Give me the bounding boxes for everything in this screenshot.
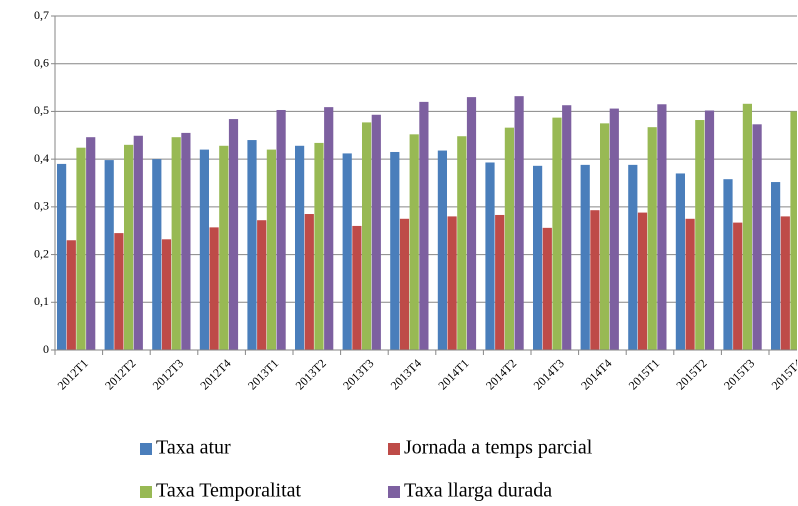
x-tick-label: 2014T3: [531, 356, 567, 392]
legend-swatch: [140, 443, 152, 455]
y-tick-label: 0,4: [34, 151, 49, 165]
bar: [228, 119, 239, 350]
bar: [552, 117, 562, 350]
bar: [314, 142, 324, 350]
plot-area: 2012T1 2012T2 2012T3 2012T4 2013T1 2013T2 2013…: [54, 15, 798, 392]
bar: [752, 124, 762, 350]
x-tick-label: 2012T1: [55, 356, 91, 392]
bar: [609, 108, 619, 351]
x-tick-label: 2012T2: [102, 356, 138, 392]
x-tick-label: 2013T2: [293, 356, 329, 392]
bar: [419, 101, 429, 350]
bar: [114, 233, 124, 350]
legend-label: Taxa Temporalitat: [156, 480, 302, 502]
bar: [647, 127, 657, 350]
bar: [733, 222, 743, 350]
legend-label: Jornada a temps parcial: [404, 437, 593, 459]
legend-swatch: [388, 486, 400, 498]
legend-label: Taxa atur: [156, 437, 231, 459]
bar: [295, 145, 305, 350]
y-tick-label: 0,7: [34, 8, 49, 22]
y-tick-label: 0,3: [34, 199, 49, 213]
bar: [628, 164, 638, 350]
bar: [457, 136, 467, 350]
bar: [675, 173, 685, 350]
x-tick-label: 2013T1: [245, 356, 281, 392]
bar: [124, 144, 134, 350]
y-tick-label: 0,2: [34, 246, 49, 260]
bar: [390, 151, 400, 350]
legend-swatch: [140, 486, 152, 498]
x-tick-label: 2015T4: [769, 356, 798, 392]
bar: [276, 109, 286, 350]
bar: [437, 150, 447, 350]
bar: [266, 149, 276, 350]
bar: [171, 137, 181, 350]
bar: [247, 140, 257, 350]
bar: [199, 149, 209, 350]
bar: [342, 153, 352, 350]
bar: [447, 216, 457, 350]
bar: [257, 220, 267, 350]
bar: [104, 160, 114, 350]
bar: [704, 110, 715, 350]
y-tick-label: 0: [43, 342, 49, 356]
x-tick-label: 2014T2: [483, 356, 519, 392]
x-tick-label: 2013T4: [388, 356, 424, 392]
bar: [695, 120, 705, 350]
x-tick-label: 2014T4: [578, 356, 614, 392]
y-tick-label: 0,5: [34, 103, 49, 117]
x-tick-label: 2014T1: [435, 356, 471, 392]
bar: [580, 164, 590, 350]
bar: [590, 210, 600, 350]
bar: [542, 227, 552, 350]
bar: [133, 135, 143, 350]
bar: [209, 227, 219, 350]
bar: [600, 123, 610, 350]
legend-label: Taxa llarga durada: [404, 480, 552, 502]
bar: [723, 179, 733, 350]
bar: [657, 104, 667, 351]
bar: [685, 218, 695, 350]
bar: [304, 214, 314, 350]
x-tick-label: 2013T3: [340, 356, 376, 392]
bar: [161, 239, 172, 350]
bar: [57, 163, 67, 350]
x-tick-label: 2015T2: [673, 356, 709, 392]
bar: [76, 147, 86, 350]
bar: [514, 96, 524, 350]
legend-swatch: [388, 443, 400, 455]
bar: [466, 97, 477, 350]
x-tick-label: 2012T3: [150, 356, 186, 392]
bar: [562, 105, 572, 351]
y-tick-label: 0,6: [34, 55, 49, 69]
x-tick-label: 2015T1: [626, 356, 662, 392]
bar: [780, 216, 790, 350]
bar: [324, 107, 334, 351]
bar: [66, 240, 76, 350]
bar: [181, 132, 191, 350]
bar: [771, 182, 781, 350]
bar: [362, 122, 372, 350]
bar: [742, 103, 752, 351]
bar: [504, 127, 514, 350]
bar: [152, 159, 162, 350]
bar: [485, 162, 495, 350]
bar: [637, 212, 648, 350]
y-tick-label: 0,1: [34, 294, 49, 308]
bar: [409, 134, 419, 350]
bar: [219, 145, 229, 350]
x-tick-label: 2015T3: [721, 356, 757, 392]
x-tick-label: 2012T4: [197, 356, 233, 392]
bar: [86, 137, 96, 350]
bar: [533, 165, 543, 350]
bar: [352, 225, 362, 350]
bar: [371, 114, 381, 350]
bar: [790, 111, 797, 350]
bar: [399, 218, 410, 350]
bar: [495, 214, 505, 350]
